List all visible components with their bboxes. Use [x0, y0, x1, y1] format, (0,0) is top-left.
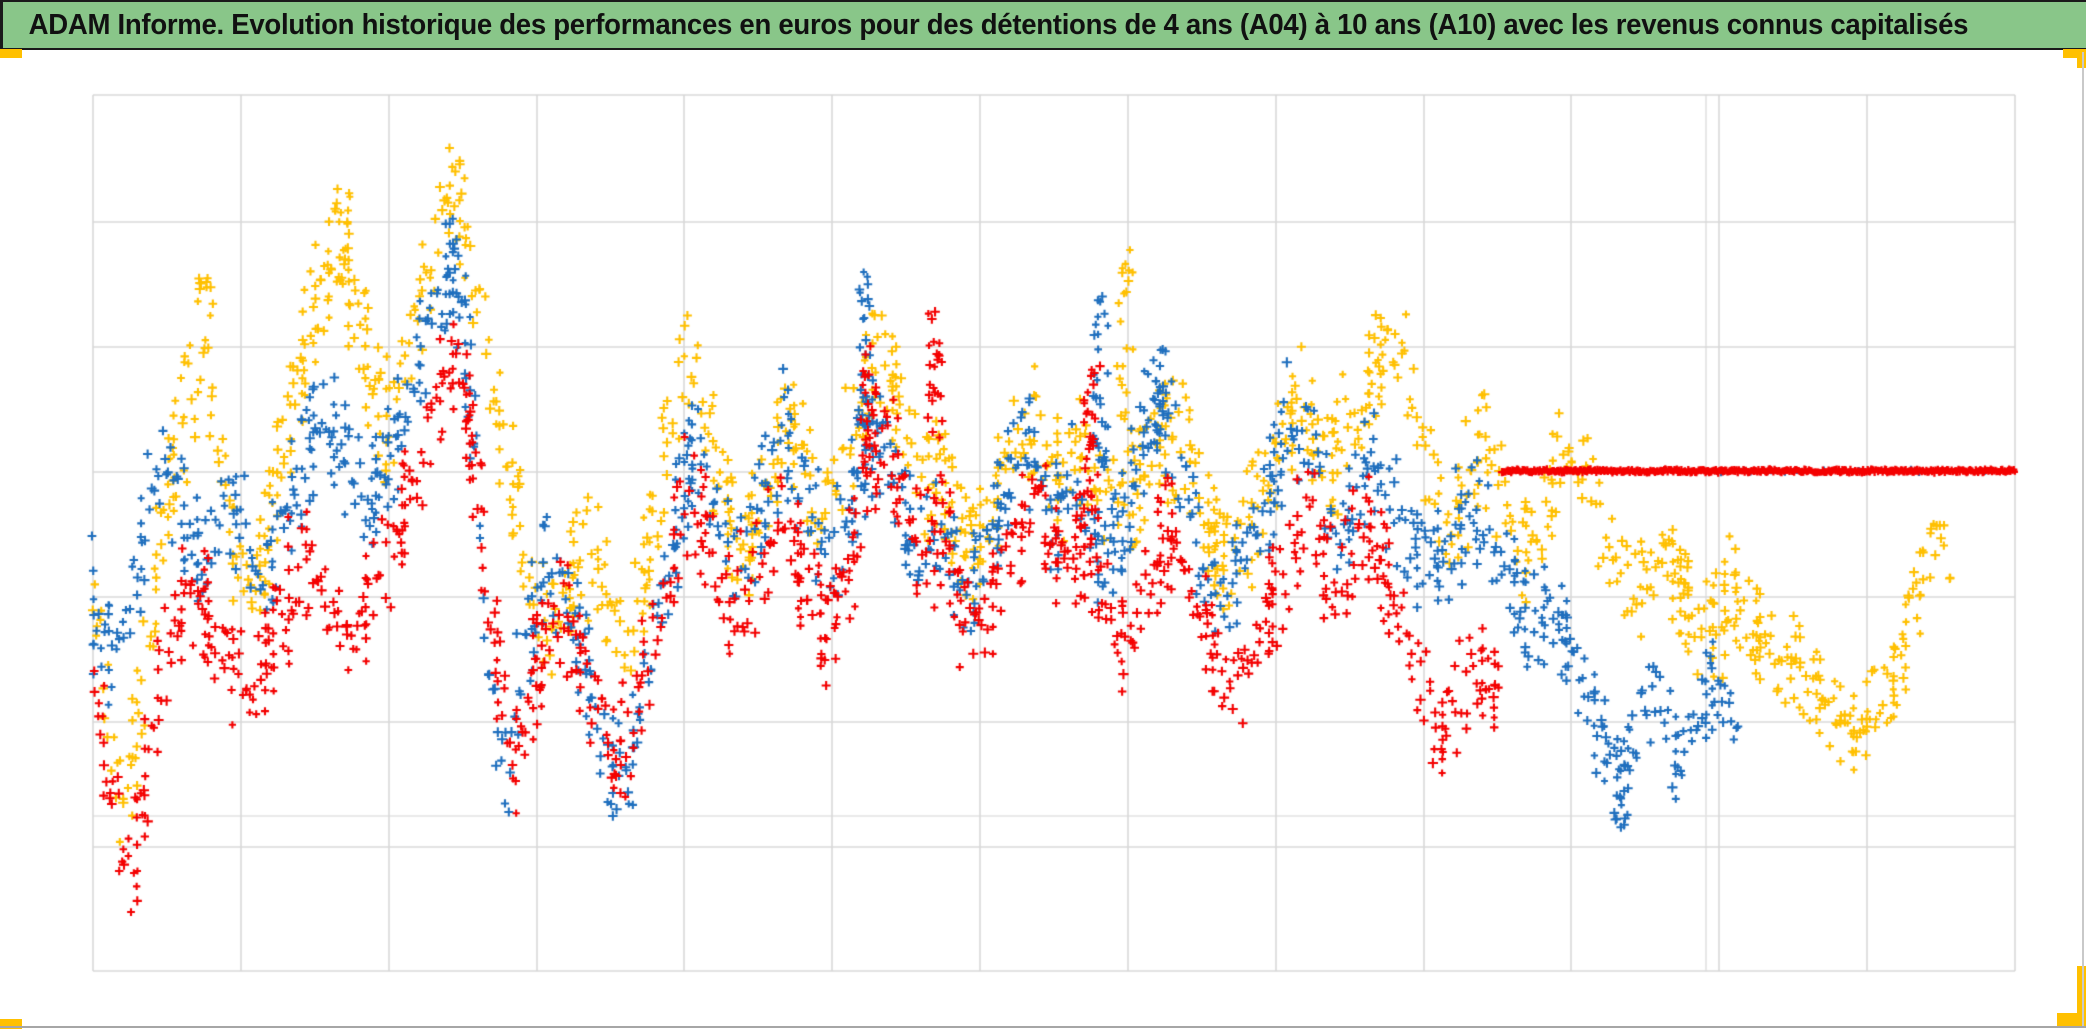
frame-corner-bottom-right-horizontal — [2057, 1013, 2086, 1027]
title-bar: ADAM Informe. Evolution historique des p… — [0, 0, 2086, 50]
slide-bottom-edge-line — [0, 1026, 2086, 1028]
frame-corner-top-left — [0, 49, 22, 58]
slide-title: ADAM Informe. Evolution historique des p… — [28, 8, 1969, 41]
slide-right-edge-line — [2082, 52, 2084, 1026]
frame-corner-top-right-horizontal — [2063, 49, 2086, 58]
frame-corner-bottom-right-vertical — [2077, 966, 2086, 1023]
frame-corner-bottom-left — [0, 1019, 22, 1029]
frame-corner-top-right-vertical — [2077, 49, 2086, 68]
